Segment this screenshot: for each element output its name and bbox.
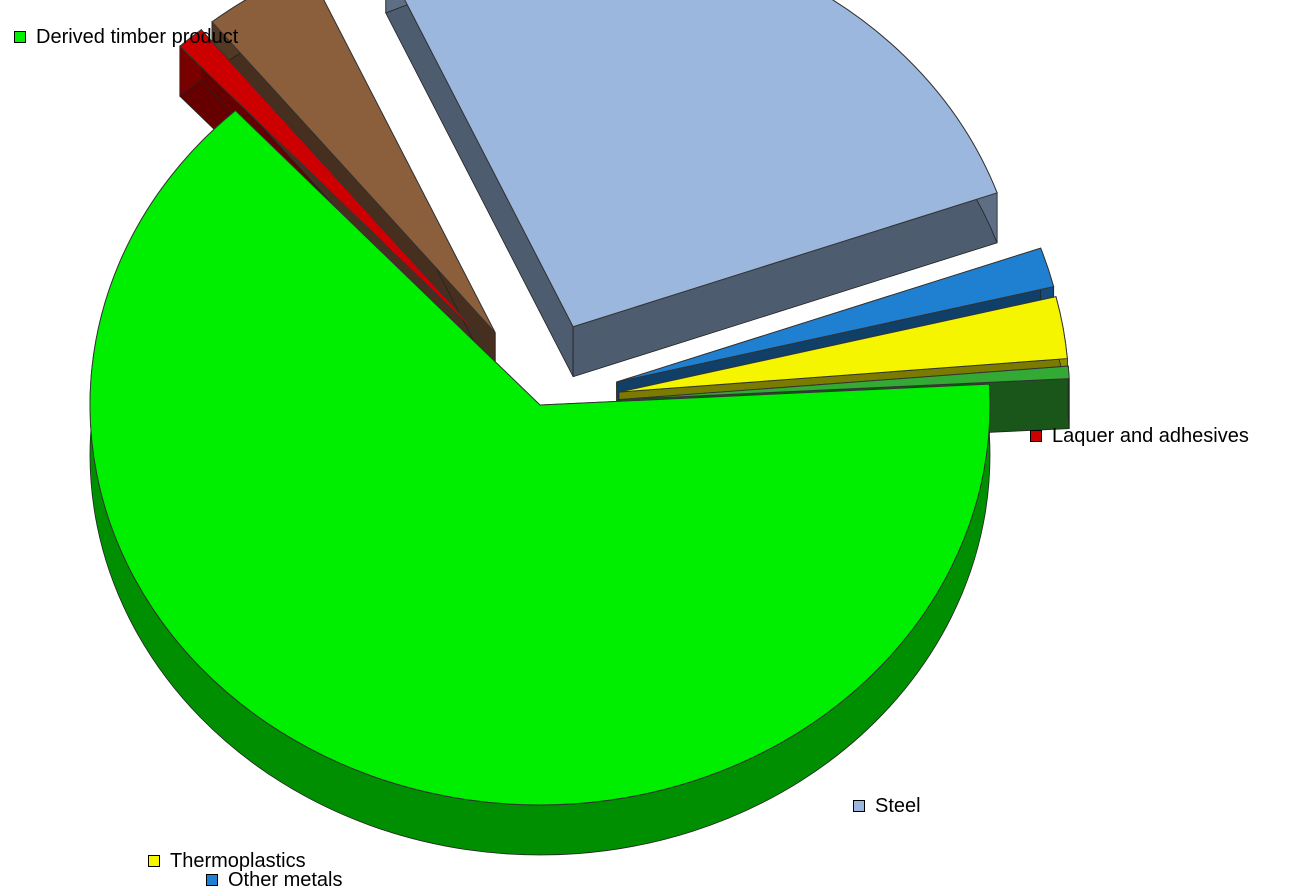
slice-tops: [89, 0, 1070, 806]
slice-unlabeled-2: [211, 0, 496, 334]
legend-label-thermoplastics: Thermoplastics: [170, 850, 306, 872]
slice-derived-timber-product: [89, 109, 991, 806]
legend-swatch-steel: [853, 800, 865, 812]
legend-derived-timber: Derived timber product: [14, 27, 238, 47]
slice-steel: [404, 0, 998, 328]
legend-swatch-other-metals: [206, 874, 218, 886]
slice-wall-steel: [385, 0, 998, 243]
slice-laquer-and-adhesives: [179, 29, 485, 342]
legend-swatch-thermoplastics: [148, 855, 160, 867]
slice-other-metals: [616, 247, 1055, 383]
legend-swatch-laquer: [1030, 430, 1042, 442]
legend-label-steel: Steel: [875, 795, 921, 817]
slice-thermoplastics: [618, 296, 1068, 393]
legend-label-derived-timber: Derived timber product: [36, 26, 239, 48]
legend-other-metals: Other metals: [206, 870, 342, 890]
legend-thermoplastics: Thermoplastics: [148, 851, 306, 871]
legend-steel: Steel: [853, 796, 921, 816]
legend-swatch-derived-timber: [14, 31, 26, 43]
legend-laquer: Laquer and adhesives: [1030, 426, 1249, 446]
legend-label-laquer: Laquer and adhesives: [1052, 425, 1249, 447]
legend-label-other-metals: Other metals: [228, 869, 343, 891]
slice-unlabeled-6: [619, 365, 1070, 401]
